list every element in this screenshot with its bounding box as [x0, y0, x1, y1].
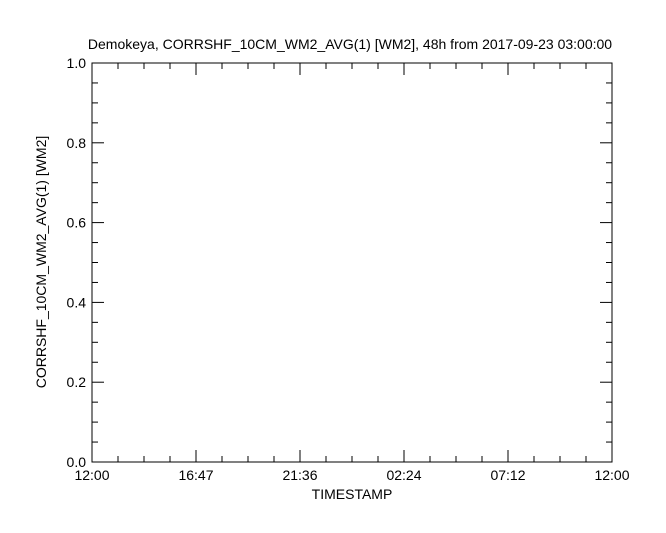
y-tick-label: 0.0 [67, 454, 87, 470]
y-tick-label: 1.0 [67, 55, 87, 71]
x-tick-label: 16:47 [178, 467, 213, 483]
x-tick-label: 12:00 [594, 467, 629, 483]
y-tick-label: 0.6 [67, 215, 87, 231]
y-tick-label: 0.8 [67, 135, 87, 151]
y-tick-label: 0.2 [67, 374, 87, 390]
x-tick-label: 02:24 [386, 467, 421, 483]
x-axis-label: TIMESTAMP [312, 486, 393, 502]
y-axis-label: CORRSHF_10CM_WM2_AVG(1) [WM2] [33, 136, 49, 389]
x-tick-label: 07:12 [490, 467, 525, 483]
x-tick-label: 12:00 [74, 467, 109, 483]
x-tick-label: 21:36 [282, 467, 317, 483]
y-tick-label: 0.4 [67, 294, 87, 310]
chart-title: Demokeya, CORRSHF_10CM_WM2_AVG(1) [WM2],… [88, 36, 612, 52]
